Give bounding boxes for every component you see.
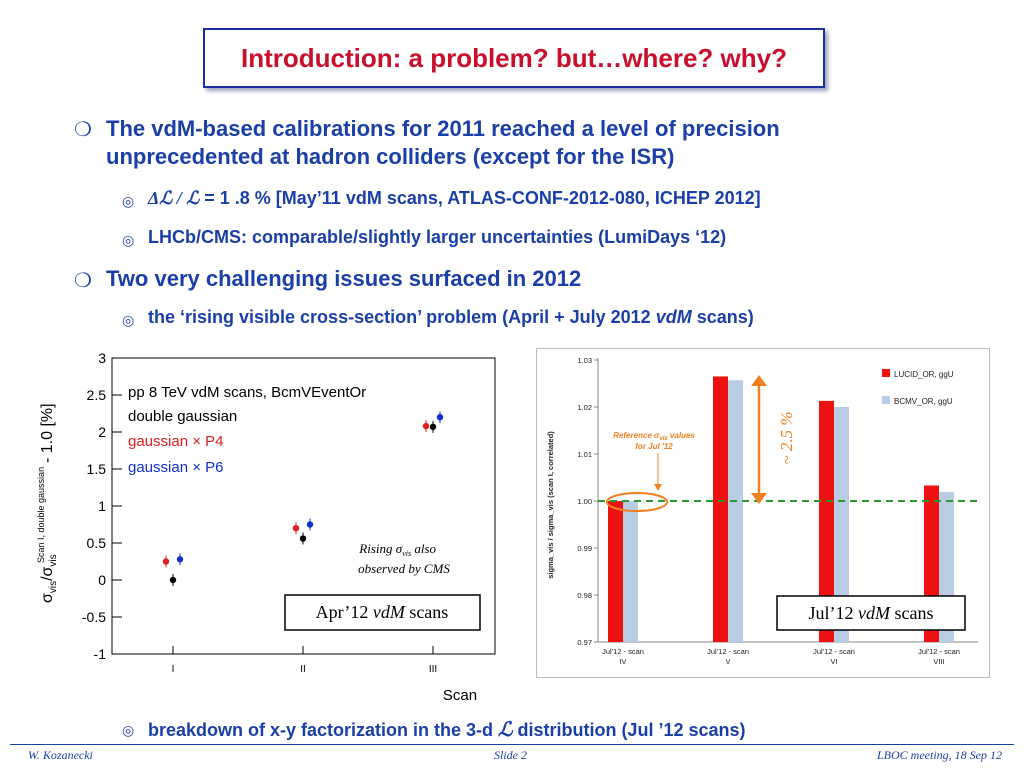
right-bar bbox=[623, 501, 638, 642]
sub-bullet-4-L: ℒ bbox=[498, 719, 513, 741]
left-data-point bbox=[176, 556, 184, 563]
left-data-point bbox=[436, 414, 444, 421]
bullet-1-line-1: The vdM-based calibrations for 2011 reac… bbox=[106, 116, 780, 141]
sub-bullet-4-text: breakdown of x-y factorization in the 3-… bbox=[148, 720, 499, 740]
svg-text:σvis/σvis: σvis/σvis bbox=[39, 554, 59, 603]
right-ytick-label: 0.98 bbox=[577, 591, 592, 600]
left-xtick-label: III bbox=[429, 664, 437, 675]
sub-bullet-3-tail: scans) bbox=[691, 307, 754, 327]
footer-author: W. Kozanecki bbox=[28, 748, 93, 762]
right-label-text: Jul’12 vdM scans bbox=[809, 603, 934, 623]
left-data-point bbox=[292, 525, 300, 532]
left-data-point bbox=[306, 521, 314, 528]
bullet-2: Two very challenging issues surfaced in … bbox=[106, 266, 582, 291]
bullet-1-line-2: unprecedented at hadron colliders (excep… bbox=[106, 144, 675, 169]
right-label-box bbox=[776, 595, 966, 631]
footer-slide-number: Slide 2 bbox=[494, 748, 527, 762]
right-xtick-label-sub: V bbox=[725, 657, 730, 666]
footer-divider bbox=[10, 744, 1014, 745]
left-data-point bbox=[299, 535, 307, 542]
right-ytick-label: 0.99 bbox=[577, 544, 592, 553]
sub-bullet-marker: ◎ bbox=[122, 312, 135, 328]
sub-bullet-4-tail: distribution (Jul ’12 scans) bbox=[512, 720, 746, 740]
right-xtick-label: Jul'12 - scan bbox=[602, 647, 644, 656]
right-bar bbox=[608, 501, 623, 642]
right-chart: 1.03 1.02 1.01 1.00 0.99 0.98 0.97 Jul'12 - sc… bbox=[536, 348, 990, 678]
sub-bullet-4: breakdown of x-y factorization in the 3-… bbox=[148, 717, 746, 742]
right-ytick-label: 1.03 bbox=[577, 356, 592, 365]
right-bar bbox=[834, 407, 849, 642]
sub-bullet-1: Δℒ / ℒ = 1 .8 % [May’11 vdM scans, ATLAS… bbox=[148, 188, 761, 209]
right-annotation-1: Reference σvis values bbox=[613, 431, 695, 442]
right-ytick-label: 0.97 bbox=[577, 638, 592, 647]
right-xtick-label: Jul'12 - scan bbox=[813, 647, 855, 656]
left-xtick-label: II bbox=[300, 664, 306, 675]
sub-bullet-marker: ◎ bbox=[122, 722, 135, 738]
difference-label: ~ 2.5 % bbox=[777, 411, 796, 464]
left-chart: 32.521.510.50-0.5-1 I II III pp 8 TeV vdM … bbox=[36, 350, 496, 704]
right-bar bbox=[819, 400, 834, 642]
sub-bullet-marker: ◎ bbox=[122, 193, 135, 209]
right-xtick-label-sub: VIII bbox=[933, 657, 944, 666]
right-xtick-label: Jul'12 - scan bbox=[707, 647, 749, 656]
title-box: Introduction: a problem? but…where? why? bbox=[203, 28, 825, 88]
left-ytick-label: -0.5 bbox=[82, 609, 106, 625]
reference-ellipse bbox=[606, 492, 668, 512]
left-ytick-label: -1 bbox=[94, 646, 107, 662]
left-ytick-label: 2 bbox=[98, 424, 106, 440]
left-legend-title: pp 8 TeV vdM scans, BcmVEventOr bbox=[128, 384, 366, 401]
left-note-1: Rising σvis also bbox=[358, 541, 436, 558]
left-data-point bbox=[429, 423, 437, 431]
left-ytick-label: 0 bbox=[98, 572, 106, 588]
slide-title: Introduction: a problem? but…where? why? bbox=[241, 42, 787, 73]
sub-bullet-3-text: the ‘rising visible cross-section’ probl… bbox=[148, 307, 656, 327]
left-note-2: observed by CMS bbox=[358, 561, 450, 576]
left-ytick-label: 1 bbox=[98, 498, 106, 514]
right-ylabel: sigma_vis / sigma_vis (scan I, correlate… bbox=[546, 431, 555, 579]
left-data-point bbox=[162, 558, 170, 565]
right-ytick-label: 1.02 bbox=[577, 403, 592, 412]
right-annotation-2: for Jul '12 bbox=[635, 442, 673, 451]
sub-bullet-2: LHCb/CMS: comparable/slightly larger unc… bbox=[148, 227, 727, 247]
left-label-text: Apr’12 vdM scans bbox=[316, 602, 449, 622]
left-data-point bbox=[422, 422, 430, 430]
sub-bullet-3: the ‘rising visible cross-section’ probl… bbox=[148, 307, 754, 328]
difference-arrow-top bbox=[751, 375, 767, 386]
right-ytick-label: 1.01 bbox=[577, 450, 592, 459]
bullet-marker: ❍ bbox=[74, 119, 92, 141]
sub-bullet-3-vdm: vdM bbox=[655, 307, 692, 327]
right-legend-bcmv: BCMV_OR, ggU bbox=[894, 397, 953, 406]
bullet-1: The vdM-based calibrations for 2011 reac… bbox=[106, 115, 780, 171]
left-ytick-label: 0.5 bbox=[87, 535, 107, 551]
sub-bullet-1-text: = 1 .8 % [May’11 vdM scans, ATLAS-CONF-2… bbox=[204, 188, 761, 208]
right-bar bbox=[713, 376, 728, 642]
right-legend-lucid: LUCID_OR, ggU bbox=[894, 370, 954, 379]
right-ytick-label: 1.00 bbox=[577, 497, 592, 506]
right-bar bbox=[728, 380, 743, 642]
left-label-box bbox=[284, 594, 481, 631]
left-ylabel: σvis/σvis Scan I, double gaussian - 1.0 … bbox=[36, 403, 59, 603]
left-data-point bbox=[169, 576, 177, 584]
left-ylabel-sub: Scan I, double gaussian bbox=[36, 467, 46, 563]
right-legend-swatch-bcmv bbox=[882, 396, 890, 404]
sub-bullet-marker: ◎ bbox=[122, 232, 135, 248]
annotation-pointer-head bbox=[654, 484, 662, 491]
left-legend-p6: gaussian × P6 bbox=[128, 459, 224, 476]
left-ylabel-tail: - 1.0 [%] bbox=[39, 403, 56, 463]
left-ytick-label: 1.5 bbox=[87, 461, 107, 477]
left-ytick-label: 3 bbox=[98, 350, 106, 366]
difference-arrow-bottom bbox=[751, 493, 767, 504]
left-legend-p4: gaussian × P4 bbox=[128, 433, 224, 450]
bullet-marker: ❍ bbox=[74, 270, 92, 292]
left-legend-double: double gaussian bbox=[128, 408, 237, 425]
right-legend-swatch-lucid bbox=[882, 369, 890, 377]
delta-L-symbol: Δℒ / ℒ bbox=[148, 188, 200, 208]
left-xtick-label: I bbox=[172, 664, 175, 675]
right-xtick-label-sub: VI bbox=[830, 657, 837, 666]
footer-meeting: LBOC meeting, 18 Sep 12 bbox=[877, 748, 1002, 762]
right-xtick-label: Jul'12 - scan bbox=[918, 647, 960, 656]
right-xtick-label-sub: IV bbox=[619, 657, 626, 666]
left-xlabel: Scan bbox=[443, 687, 477, 704]
left-ytick-label: 2.5 bbox=[87, 387, 107, 403]
